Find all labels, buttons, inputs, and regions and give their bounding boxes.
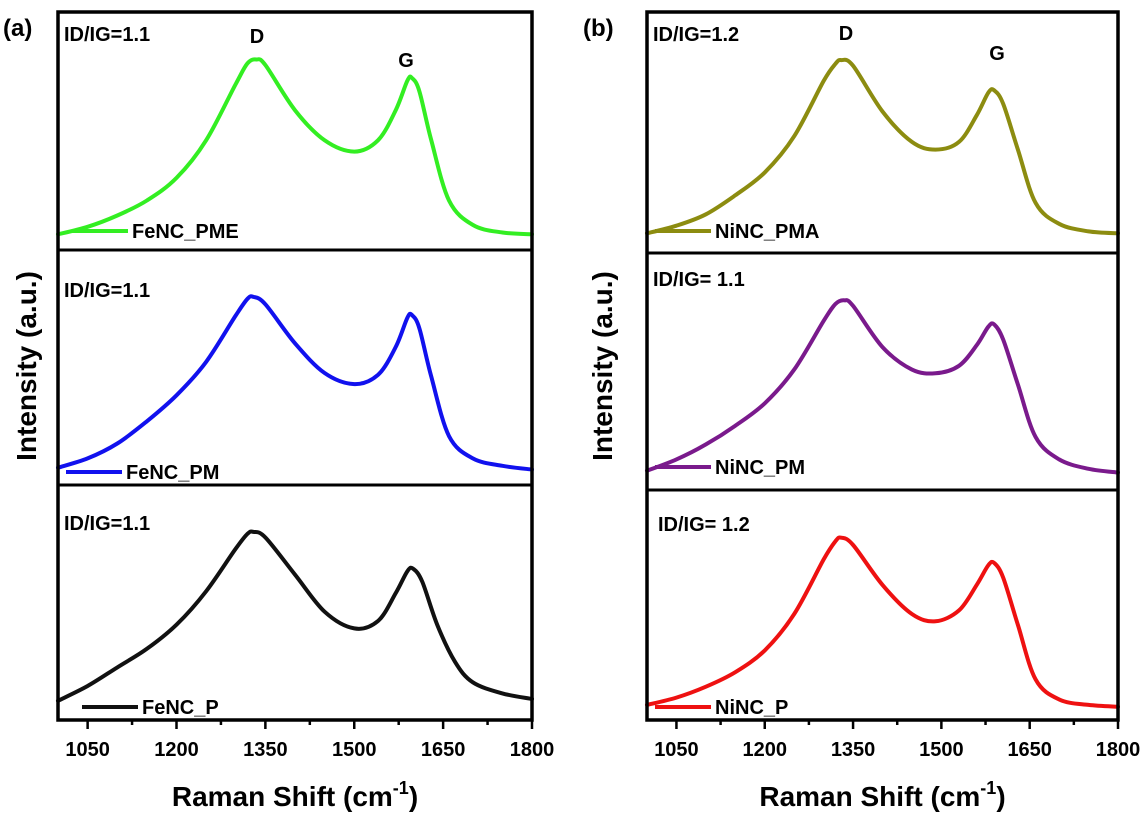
x-tick-label: 1500: [332, 739, 377, 761]
ratio-label-NiNC_P: ID/IG= 1.2: [658, 514, 750, 536]
panel-b: ID/IG=1.2 NiNC_PMA ID/IG= 1.1 NiNC_PM ID/IG=…: [583, 10, 1141, 812]
y-axis-label: Intensity (a.u.): [587, 271, 618, 461]
x-tick-label: 1050: [654, 739, 699, 761]
x-axis-label-main: Raman Shift (cm: [172, 781, 393, 812]
x-axis-label-close: ): [409, 781, 418, 812]
legend-label-FeNC_PME: FeNC_PME: [132, 221, 239, 243]
ratio-label-FeNC_PME: ID/IG=1.1: [64, 24, 150, 46]
x-tick-label: 1800: [1096, 739, 1141, 761]
peak-label-D: D: [250, 26, 264, 48]
x-tick-label: 1650: [1007, 739, 1052, 761]
series-line-NiNC_PM: [645, 298, 1120, 475]
x-tick-label: 1500: [919, 739, 964, 761]
x-axis-label-superscript: -1: [980, 778, 996, 798]
ratio-label-FeNC_PM: ID/IG=1.1: [64, 280, 150, 302]
x-tick-label: 1350: [831, 739, 876, 761]
legend-label-NiNC_PMA: NiNC_PMA: [715, 221, 819, 243]
x-tick-label: 1650: [421, 739, 466, 761]
x-axis-label: Raman Shift (cm-1): [759, 778, 1005, 812]
ratio-label-NiNC_PMA: ID/IG=1.2: [653, 24, 739, 46]
x-tick-label: 1350: [243, 739, 288, 761]
y-axis-label: Intensity (a.u.): [11, 271, 42, 461]
legend-label-FeNC_P: FeNC_P: [142, 697, 219, 719]
series-line-FeNC_P: [56, 529, 534, 703]
peak-label-G: G: [989, 43, 1005, 65]
plot-frame: [645, 10, 1120, 722]
series-line-NiNC_PMA: [645, 57, 1120, 236]
x-tick-label: 1800: [510, 739, 555, 761]
ratio-label-FeNC_P: ID/IG=1.1: [64, 513, 150, 535]
plot-frame: [56, 10, 534, 722]
ratio-label-NiNC_PM: ID/IG= 1.1: [653, 269, 745, 291]
peak-label-G: G: [398, 50, 414, 72]
series-line-NiNC_P: [645, 535, 1120, 709]
series-line-FeNC_PME: [56, 57, 534, 237]
series-line-FeNC_PM: [56, 294, 534, 472]
x-tick-label: 1200: [154, 739, 199, 761]
legend-label-FeNC_PM: FeNC_PM: [126, 462, 219, 484]
legend-label-NiNC_P: NiNC_P: [715, 697, 788, 719]
x-axis-label: Raman Shift (cm-1): [172, 778, 418, 812]
x-tick-label: 1200: [743, 739, 788, 761]
x-tick-label: 1050: [65, 739, 110, 761]
panel-a: ID/IG=1.1 FeNC_PME ID/IG=1.1 FeNC_PM ID/IG=1…: [3, 10, 555, 812]
x-axis-label-main: Raman Shift (cm: [759, 781, 980, 812]
panel-label: (a): [3, 15, 32, 42]
panel-label: (b): [583, 15, 614, 42]
legend-label-NiNC_PM: NiNC_PM: [715, 457, 805, 479]
x-axis-label-close: ): [996, 781, 1005, 812]
x-axis-label-superscript: -1: [393, 778, 409, 798]
peak-label-D: D: [839, 23, 853, 45]
